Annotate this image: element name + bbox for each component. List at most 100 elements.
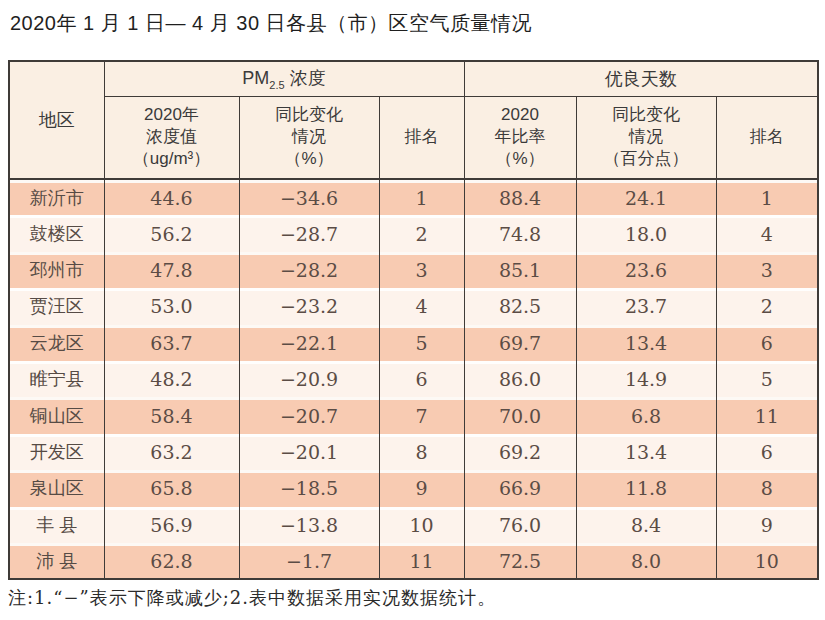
cell-value: 4 (379, 288, 464, 324)
pm25-label-suffix: 浓度 (285, 68, 326, 88)
cell-value: 58.4 (104, 397, 239, 433)
cell-value: 6.8 (576, 397, 716, 433)
cell-value: 11.8 (576, 470, 716, 506)
cell-value: 2 (716, 288, 818, 324)
cell-value: 23.7 (576, 288, 716, 324)
cell-value: 10 (379, 507, 464, 543)
cell-value: 6 (716, 325, 818, 361)
header-region: 地区 (9, 61, 104, 179)
cell-region: 邳州市 (9, 252, 104, 288)
cell-value: 56.2 (104, 215, 239, 251)
cell-value: 69.2 (464, 434, 576, 470)
cell-value: −1.7 (239, 543, 379, 579)
table-body: 新沂市44.6−34.6188.424.11鼓楼区56.2−28.7274.81… (9, 179, 818, 579)
cell-value: 2 (379, 215, 464, 251)
table-row: 丰 县56.9−13.81076.08.49 (9, 507, 818, 543)
cell-value: 44.6 (104, 179, 239, 215)
table-row: 邳州市47.8−28.2385.123.63 (9, 252, 818, 288)
cell-value: 1 (716, 179, 818, 215)
header-sub-row: 2020年 浓度值 （ug/m³） 同比变化 情况 （%） 排名 2020 年比… (9, 96, 818, 179)
cell-value: 48.2 (104, 361, 239, 397)
page-title: 2020年 1 月 1 日— 4 月 30 日各县（市）区空气质量情况 (10, 10, 532, 37)
footnote: 注:1.“−”表示下降或减少;2.表中数据采用实况数据统计。 (8, 586, 496, 610)
cell-value: 18.0 (576, 215, 716, 251)
cell-region: 云龙区 (9, 325, 104, 361)
cell-value: 85.1 (464, 252, 576, 288)
cell-value: 86.0 (464, 361, 576, 397)
cell-region: 沛 县 (9, 543, 104, 579)
cell-value: 8.4 (576, 507, 716, 543)
cell-value: −22.1 (239, 325, 379, 361)
header-gd-change: 同比变化 情况 （百分点） (576, 96, 716, 179)
cell-value: 1 (379, 179, 464, 215)
table-row: 沛 县62.8−1.71172.58.010 (9, 543, 818, 579)
cell-value: 88.4 (464, 179, 576, 215)
cell-value: 5 (379, 325, 464, 361)
cell-value: 13.4 (576, 325, 716, 361)
cell-value: 63.2 (104, 434, 239, 470)
cell-value: 4 (716, 215, 818, 251)
cell-region: 开发区 (9, 434, 104, 470)
cell-value: 82.5 (464, 288, 576, 324)
cell-value: 3 (716, 252, 818, 288)
header-group-good-days: 优良天数 (464, 61, 818, 96)
cell-value: 66.9 (464, 470, 576, 506)
table-row: 睢宁县48.2−20.9686.014.95 (9, 361, 818, 397)
table-row: 泉山区65.8−18.5966.911.88 (9, 470, 818, 506)
cell-value: 74.8 (464, 215, 576, 251)
header-gd-rank: 排名 (716, 96, 818, 179)
cell-value: 14.9 (576, 361, 716, 397)
table-row: 云龙区63.7−22.1569.713.46 (9, 325, 818, 361)
header-pm-value: 2020年 浓度值 （ug/m³） (104, 96, 239, 179)
cell-value: −28.7 (239, 215, 379, 251)
header-pm-rank: 排名 (379, 96, 464, 179)
cell-value: 11 (379, 543, 464, 579)
cell-value: −20.9 (239, 361, 379, 397)
cell-value: 8.0 (576, 543, 716, 579)
cell-value: 8 (716, 470, 818, 506)
cell-region: 丰 县 (9, 507, 104, 543)
cell-region: 新沂市 (9, 179, 104, 215)
cell-value: 70.0 (464, 397, 576, 433)
cell-value: 24.1 (576, 179, 716, 215)
cell-value: 8 (379, 434, 464, 470)
cell-value: 47.8 (104, 252, 239, 288)
header-pm-change: 同比变化 情况 （%） (239, 96, 379, 179)
cell-value: 65.8 (104, 470, 239, 506)
cell-value: 69.7 (464, 325, 576, 361)
table-row: 铜山区58.4−20.7770.06.811 (9, 397, 818, 433)
cell-value: −23.2 (239, 288, 379, 324)
cell-value: −18.5 (239, 470, 379, 506)
cell-value: 11 (716, 397, 818, 433)
pm25-label-subscript: 2.5 (269, 79, 284, 91)
cell-value: 13.4 (576, 434, 716, 470)
cell-region: 鼓楼区 (9, 215, 104, 251)
cell-value: 9 (716, 507, 818, 543)
cell-value: 53.0 (104, 288, 239, 324)
cell-value: 6 (716, 434, 818, 470)
table-row: 贾汪区53.0−23.2482.523.72 (9, 288, 818, 324)
cell-value: 6 (379, 361, 464, 397)
cell-value: 5 (716, 361, 818, 397)
cell-value: −13.8 (239, 507, 379, 543)
cell-value: 63.7 (104, 325, 239, 361)
table-row: 鼓楼区56.2−28.7274.818.04 (9, 215, 818, 251)
cell-value: 76.0 (464, 507, 576, 543)
cell-value: −20.1 (239, 434, 379, 470)
table-row: 开发区63.2−20.1869.213.46 (9, 434, 818, 470)
cell-value: 7 (379, 397, 464, 433)
cell-value: −20.7 (239, 397, 379, 433)
header-gd-ratio: 2020 年比率 （%） (464, 96, 576, 179)
cell-value: 56.9 (104, 507, 239, 543)
cell-region: 铜山区 (9, 397, 104, 433)
cell-value: 3 (379, 252, 464, 288)
air-quality-table: 地区 PM2.5 浓度 优良天数 2020年 浓度值 （ug/m³） 同比变化 … (8, 60, 819, 580)
cell-value: 62.8 (104, 543, 239, 579)
header-group-row: 地区 PM2.5 浓度 优良天数 (9, 61, 818, 96)
header-group-pm25: PM2.5 浓度 (104, 61, 464, 96)
table-row: 新沂市44.6−34.6188.424.11 (9, 179, 818, 215)
cell-value: −28.2 (239, 252, 379, 288)
cell-value: 72.5 (464, 543, 576, 579)
cell-value: 9 (379, 470, 464, 506)
cell-value: −34.6 (239, 179, 379, 215)
